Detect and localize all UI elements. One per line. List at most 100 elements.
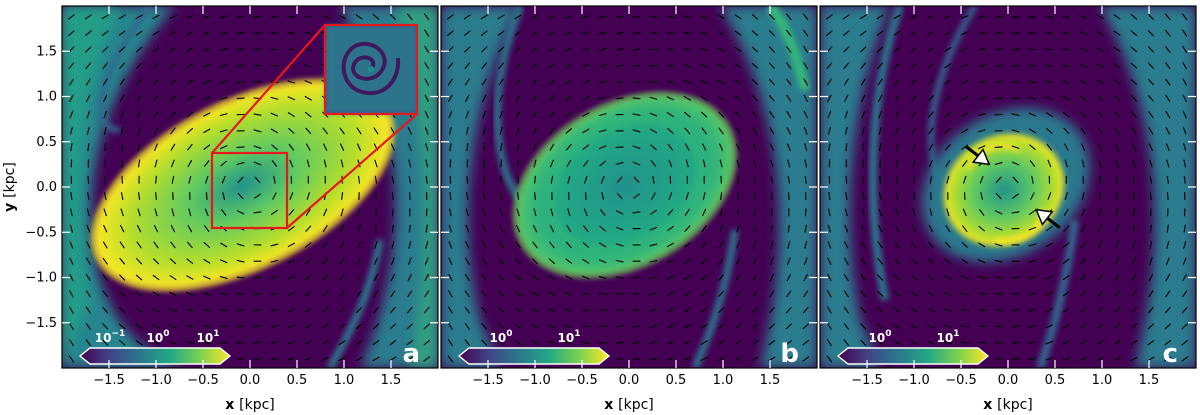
velocity-vector <box>615 31 624 35</box>
velocity-vector <box>802 323 809 330</box>
velocity-vector <box>1011 161 1020 166</box>
velocity-vector <box>893 274 901 281</box>
velocity-vector <box>68 78 74 86</box>
velocity-vector <box>768 62 775 69</box>
velocity-vector <box>566 143 572 151</box>
velocity-vector <box>945 159 951 168</box>
velocity-vector <box>878 126 882 135</box>
velocity-vector <box>1149 175 1153 184</box>
velocity-vector <box>203 128 211 134</box>
velocity-vector <box>843 62 850 69</box>
velocity-vector <box>843 30 850 36</box>
velocity-vector <box>598 292 607 295</box>
velocity-vector <box>702 192 706 201</box>
velocity-vector <box>1028 324 1037 329</box>
velocity-vector <box>548 340 556 345</box>
velocity-vector <box>581 308 590 312</box>
x-tick-label: 0.5 <box>1045 373 1066 388</box>
velocity-vector <box>1165 13 1171 21</box>
velocity-vector <box>171 175 175 184</box>
velocity-vector <box>517 192 520 201</box>
velocity-vector <box>1148 290 1154 298</box>
velocity-vector <box>515 62 521 69</box>
velocity-vector <box>751 46 759 53</box>
velocity-vector <box>69 257 74 265</box>
velocity-vector <box>843 46 850 53</box>
velocity-vector <box>532 78 538 86</box>
velocity-vector <box>1079 323 1087 329</box>
velocity-vector <box>271 209 278 215</box>
velocity-vector <box>910 291 918 297</box>
velocity-vector <box>862 175 865 184</box>
velocity-vector <box>700 79 708 85</box>
velocity-vector <box>632 325 641 328</box>
velocity-vector <box>154 208 158 217</box>
velocity-vector <box>769 111 775 118</box>
velocity-vector <box>804 159 808 168</box>
velocity-vector <box>666 308 675 313</box>
velocity-vector <box>1063 208 1069 216</box>
velocity-vector <box>1096 95 1104 102</box>
velocity-vector <box>910 30 918 36</box>
velocity-vector <box>666 340 675 345</box>
velocity-vector <box>565 291 573 296</box>
annotation-arrow-head <box>1035 208 1054 226</box>
velocity-vector <box>962 208 967 217</box>
velocity-vector <box>515 224 521 233</box>
velocity-vector <box>339 257 345 265</box>
velocity-vector <box>102 62 109 69</box>
velocity-vector <box>702 159 706 168</box>
velocity-vector <box>927 291 935 296</box>
velocity-vector <box>787 159 791 168</box>
velocity-vector <box>946 175 950 184</box>
velocity-vector <box>598 47 607 52</box>
velocity-vector <box>961 128 969 134</box>
panel-c-density-map: 100 101 c <box>820 6 1196 368</box>
velocity-vector <box>946 208 950 217</box>
velocity-vector <box>893 323 901 329</box>
velocity-vector <box>1098 143 1103 151</box>
velocity-vector <box>961 63 969 68</box>
velocity-vector <box>516 208 520 217</box>
velocity-vector <box>893 307 901 313</box>
velocity-vector <box>717 356 725 362</box>
velocity-vector <box>961 47 969 52</box>
velocity-vector <box>1030 192 1035 200</box>
velocity-vector <box>185 324 194 328</box>
velocity-vector <box>69 126 73 135</box>
velocity-vector <box>1166 240 1170 249</box>
velocity-vector <box>1045 32 1054 35</box>
velocity-vector <box>701 111 708 118</box>
velocity-vector <box>497 339 505 346</box>
velocity-vector <box>633 193 640 199</box>
velocity-vector <box>152 340 160 345</box>
velocity-vector <box>515 241 521 249</box>
velocity-vector <box>1130 340 1138 346</box>
velocity-vector <box>424 127 429 135</box>
velocity-vector <box>802 356 810 362</box>
velocity-vector <box>322 225 328 233</box>
velocity-vector <box>270 292 279 296</box>
velocity-vector <box>565 15 573 19</box>
velocity-vector <box>844 110 849 119</box>
velocity-vector <box>736 208 740 217</box>
velocity-vector <box>356 143 362 151</box>
velocity-vector <box>1028 96 1037 100</box>
x-tick-label: 0.5 <box>287 373 308 388</box>
velocity-vector <box>786 94 792 102</box>
velocity-vector <box>565 275 573 280</box>
velocity-vector <box>700 356 708 361</box>
velocity-vector <box>1166 159 1170 168</box>
velocity-vector <box>408 257 412 266</box>
velocity-vector <box>1130 62 1138 69</box>
velocity-vector <box>877 78 883 86</box>
velocity-vector <box>152 324 160 329</box>
velocity-vector <box>482 126 486 135</box>
velocity-vector <box>827 290 832 298</box>
velocity-vector <box>135 323 143 329</box>
velocity-vector <box>306 192 310 200</box>
velocity-vector <box>1064 143 1069 151</box>
velocity-vector <box>1181 306 1188 314</box>
velocity-vector <box>1115 208 1119 217</box>
velocity-vector <box>1096 47 1104 52</box>
